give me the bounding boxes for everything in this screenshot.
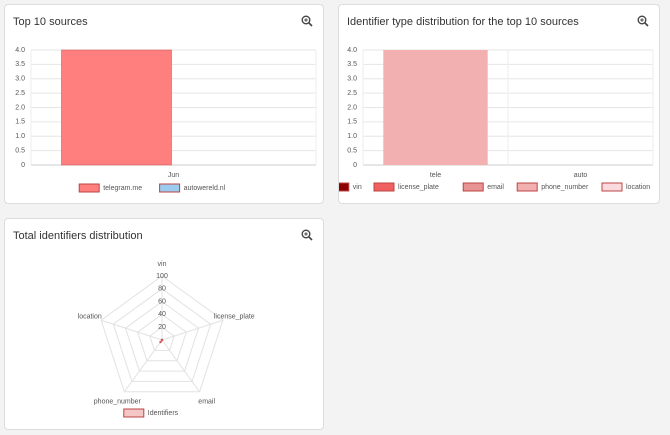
legend-swatch: [339, 182, 350, 192]
zoom-button[interactable]: [637, 15, 649, 27]
panel: Total identifiers distribution vin licens…: [4, 218, 324, 430]
spoke: [161, 319, 224, 341]
x-tick-label: tele: [430, 172, 441, 179]
panel: Identifier type distribution for the top…: [338, 4, 660, 204]
axis-label: email: [198, 398, 215, 405]
legend-swatch: [516, 182, 538, 192]
spoke: [100, 319, 163, 341]
y-tick-label: 1.5: [347, 119, 357, 126]
grid-ring: [100, 275, 224, 393]
radar-point: [160, 338, 164, 342]
r-tick-label: 60: [158, 298, 166, 305]
y-tick-label: 3.5: [347, 61, 357, 68]
panel-title: Identifier type distribution for the top…: [347, 16, 579, 28]
legend-label: autowereld.nl: [184, 185, 226, 192]
panel-title: Top 10 sources: [13, 16, 88, 28]
legend-label: email: [487, 184, 504, 191]
y-tick-label: 2.5: [15, 90, 25, 97]
legend-label: telegram.me: [103, 185, 142, 192]
legend-swatch: [462, 182, 484, 192]
chart: 0 0.5 1.0 1.5 2.0 2.5 3.0 3.5 4.0 tele auto vin lice…: [339, 47, 654, 192]
x-tick-label: auto: [574, 172, 588, 179]
legend-label: location: [626, 184, 650, 191]
y-tick-label: 0: [353, 162, 357, 169]
legend-label: license_plate: [398, 184, 439, 191]
legend-label: phone_number: [541, 184, 589, 191]
y-tick-label: 3.0: [347, 76, 357, 83]
legend-swatch: [78, 183, 100, 193]
panel: Top 10 sources 0 0.5 1.0 1.5 2.0 2.5 3.0 3.5 4.0…: [4, 4, 324, 204]
bar-segment: [383, 50, 488, 165]
radar-point: [159, 340, 162, 344]
grid-ring: [124, 300, 200, 372]
y-tick-label: 3.5: [15, 61, 25, 68]
y-tick-label: 0.5: [15, 147, 25, 154]
zoom-button[interactable]: [301, 229, 313, 241]
spoke: [123, 339, 163, 393]
legend-label: Identifiers: [148, 410, 179, 417]
axis-label: vin: [158, 261, 167, 268]
r-tick-label: 40: [158, 311, 166, 318]
axis-label: location: [78, 313, 102, 320]
y-tick-label: 2.5: [347, 90, 357, 97]
y-tick-label: 0: [21, 162, 25, 169]
y-tick-label: 4.0: [347, 47, 357, 54]
y-tick-label: 3.0: [15, 76, 25, 83]
y-tick-label: 1.0: [347, 133, 357, 140]
zoom-button[interactable]: [301, 15, 313, 27]
legend-swatch: [159, 183, 181, 193]
y-tick-label: 1.0: [15, 133, 25, 140]
grid-ring: [112, 288, 212, 382]
y-tick-label: 1.5: [15, 119, 25, 126]
y-tick-label: 2.0: [347, 104, 357, 111]
grid-ring: [137, 313, 187, 362]
legend-label: vin: [353, 184, 362, 191]
chart: 0 0.5 1.0 1.5 2.0 2.5 3.0 3.5 4.0 Jun telegram.me a…: [15, 47, 317, 193]
grid-ring: [149, 326, 175, 351]
r-tick-label: 80: [158, 286, 166, 293]
axis-label: phone_number: [94, 398, 142, 405]
y-tick-label: 0.5: [347, 147, 357, 154]
bar: [61, 49, 172, 166]
y-tick-label: 4.0: [15, 47, 25, 54]
axis-label: license_plate: [214, 313, 255, 320]
legend-swatch: [601, 182, 623, 192]
legend-swatch: [373, 182, 395, 192]
legend-swatch: [123, 408, 145, 418]
x-tick-label: Jun: [168, 172, 179, 179]
r-tick-label: 100: [156, 273, 168, 280]
r-tick-label: 20: [158, 324, 166, 331]
panel-title: Total identifiers distribution: [13, 230, 143, 242]
spoke: [161, 339, 201, 393]
y-tick-label: 2.0: [15, 104, 25, 111]
